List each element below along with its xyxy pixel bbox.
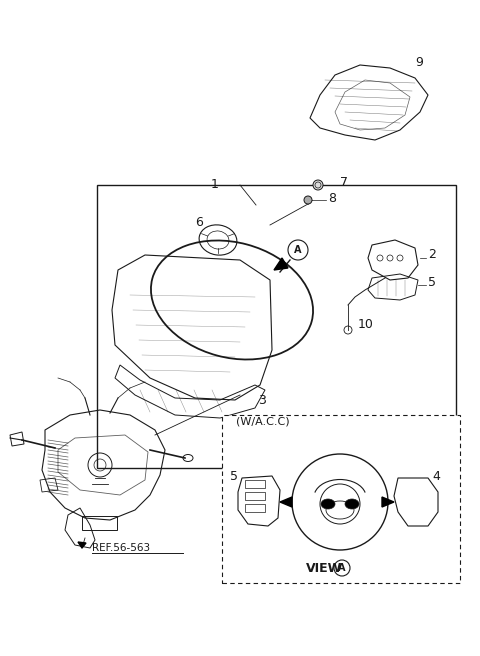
Ellipse shape bbox=[321, 499, 335, 509]
Circle shape bbox=[313, 180, 323, 190]
Text: 8: 8 bbox=[328, 192, 336, 205]
Polygon shape bbox=[78, 542, 86, 548]
Text: REF.56-563: REF.56-563 bbox=[92, 543, 150, 553]
Text: 7: 7 bbox=[340, 176, 348, 190]
Text: A: A bbox=[294, 245, 302, 255]
Text: 5: 5 bbox=[230, 470, 238, 483]
Text: 9: 9 bbox=[415, 56, 423, 68]
Bar bbox=[245, 480, 265, 488]
Text: 2: 2 bbox=[428, 249, 436, 262]
Polygon shape bbox=[382, 497, 394, 507]
Circle shape bbox=[304, 196, 312, 204]
Text: 6: 6 bbox=[195, 216, 203, 228]
Bar bbox=[245, 504, 265, 512]
Bar bbox=[222, 415, 460, 583]
Text: 1: 1 bbox=[211, 178, 219, 192]
Ellipse shape bbox=[345, 499, 359, 509]
Polygon shape bbox=[274, 258, 288, 270]
Text: 10: 10 bbox=[358, 319, 374, 331]
Bar bbox=[82, 516, 117, 530]
Text: 4: 4 bbox=[432, 470, 440, 483]
Text: VIEW: VIEW bbox=[306, 562, 342, 575]
Bar bbox=[245, 492, 265, 500]
Text: 5: 5 bbox=[428, 276, 436, 289]
Text: 3: 3 bbox=[258, 394, 266, 407]
Bar bbox=[97, 185, 456, 468]
Text: A: A bbox=[338, 563, 346, 573]
Polygon shape bbox=[280, 497, 292, 507]
Text: (W/A.C.C): (W/A.C.C) bbox=[236, 417, 289, 427]
